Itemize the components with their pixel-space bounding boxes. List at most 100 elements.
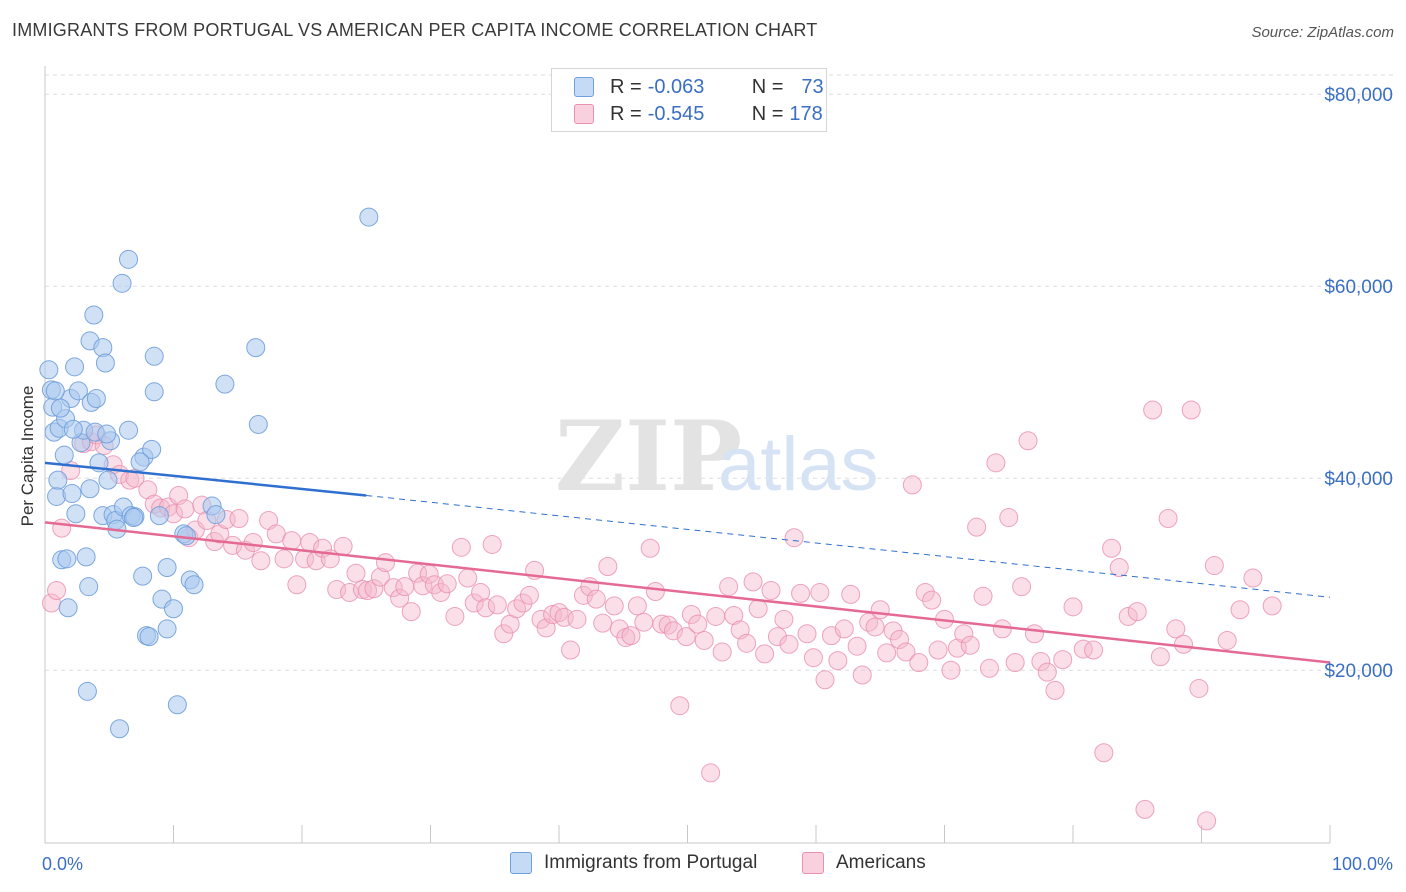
americans-point bbox=[593, 613, 613, 633]
watermark-atlas: atlas bbox=[718, 422, 879, 507]
americans-point bbox=[1024, 624, 1044, 644]
americans-point bbox=[1063, 597, 1083, 617]
legend-r-label: R = bbox=[610, 75, 642, 98]
americans-point bbox=[282, 531, 302, 551]
americans-point bbox=[999, 508, 1019, 528]
americans-point bbox=[779, 634, 799, 654]
portugal-point bbox=[112, 273, 132, 293]
americans-trend-line bbox=[44, 521, 1331, 664]
americans-point bbox=[979, 658, 999, 678]
americans-point bbox=[724, 605, 744, 625]
americans-point bbox=[797, 624, 817, 644]
portugal-point bbox=[359, 207, 379, 227]
legend-label-portugal: Immigrants from Portugal bbox=[544, 852, 758, 873]
americans-point bbox=[567, 609, 587, 629]
americans-point bbox=[327, 580, 347, 600]
americans-point bbox=[634, 612, 654, 632]
americans-point bbox=[1230, 600, 1250, 620]
americans-point bbox=[640, 538, 660, 558]
portugal-point bbox=[76, 547, 96, 567]
americans-point bbox=[451, 537, 471, 557]
portugal-point bbox=[84, 305, 104, 325]
americans-point bbox=[986, 453, 1006, 473]
legend-n-value: 178 bbox=[789, 102, 823, 125]
americans-point bbox=[1174, 634, 1194, 654]
americans-point bbox=[748, 599, 768, 619]
axes bbox=[44, 66, 1331, 844]
portugal-point bbox=[133, 566, 153, 586]
americans-point bbox=[598, 557, 618, 577]
portugal-point bbox=[68, 381, 88, 401]
series-legend: Immigrants from Portugal Americans bbox=[0, 852, 1406, 878]
x-tick-label: 100.0% bbox=[1332, 854, 1393, 874]
americans-point bbox=[755, 644, 775, 664]
legend-item-americans: Americans bbox=[802, 852, 926, 874]
americans-point bbox=[791, 583, 811, 603]
americans-point bbox=[834, 619, 854, 639]
legend-n-label: N = bbox=[751, 75, 784, 98]
americans-point bbox=[847, 636, 867, 656]
americans-point bbox=[561, 640, 581, 660]
americans-point bbox=[947, 638, 967, 658]
americans-point bbox=[458, 568, 478, 588]
americans-point bbox=[890, 629, 910, 649]
portugal-trend-line bbox=[44, 461, 367, 497]
portugal-point bbox=[63, 419, 83, 439]
americans-point bbox=[1166, 619, 1186, 639]
portugal-point bbox=[130, 452, 150, 472]
americans-point bbox=[1197, 811, 1217, 831]
y-tick-label: $80,000 bbox=[1324, 85, 1393, 106]
portugal-point bbox=[119, 249, 139, 269]
legend-item-portugal: Immigrants from Portugal bbox=[510, 852, 757, 874]
americans-point bbox=[652, 614, 672, 634]
americans-point bbox=[915, 582, 935, 602]
americans-point bbox=[52, 518, 72, 538]
americans-point bbox=[175, 499, 195, 519]
portugal-point bbox=[66, 504, 86, 524]
americans-point bbox=[1031, 652, 1051, 672]
portugal-point bbox=[144, 382, 164, 402]
americans-point bbox=[909, 653, 929, 673]
portugal-point bbox=[246, 338, 266, 358]
americans-point bbox=[476, 598, 496, 618]
americans-point bbox=[494, 624, 514, 644]
legend-row-americans: R = -0.545 N = 178 bbox=[574, 102, 823, 126]
americans-point bbox=[138, 480, 158, 500]
portugal-point bbox=[47, 486, 67, 506]
trend-lines bbox=[44, 461, 1331, 664]
americans-point bbox=[370, 567, 390, 587]
americans-point bbox=[1143, 400, 1163, 420]
portugal-point bbox=[57, 549, 77, 569]
portugal-point bbox=[58, 598, 78, 618]
americans-point bbox=[1073, 639, 1093, 659]
americans-point bbox=[1018, 431, 1038, 451]
americans-point bbox=[719, 577, 739, 597]
portugal-point bbox=[95, 353, 115, 373]
x-tick-labels: 0.0% 100.0% bbox=[42, 854, 1393, 874]
americans-point bbox=[223, 535, 243, 555]
portugal-point bbox=[167, 695, 187, 715]
americans-point bbox=[274, 549, 294, 569]
portugal-point bbox=[215, 374, 235, 394]
portugal-point bbox=[86, 389, 106, 409]
americans-point bbox=[688, 614, 708, 634]
americans-point bbox=[47, 581, 67, 601]
legend-swatch-americans bbox=[574, 104, 594, 124]
americans-point bbox=[841, 584, 861, 604]
portugal-point bbox=[54, 445, 74, 465]
portugal-point bbox=[157, 619, 177, 639]
americans-point bbox=[1045, 680, 1065, 700]
americans-point bbox=[210, 524, 230, 544]
americans-point bbox=[621, 626, 641, 646]
americans-point bbox=[877, 643, 897, 663]
americans-point bbox=[784, 528, 804, 548]
legend-label-americans: Americans bbox=[836, 852, 926, 873]
legend-swatch-portugal bbox=[510, 852, 532, 874]
americans-point bbox=[358, 581, 378, 601]
portugal-point bbox=[184, 575, 204, 595]
portugal-point bbox=[97, 424, 117, 444]
chart-title: IMMIGRANTS FROM PORTUGAL VS AMERICAN PER… bbox=[12, 20, 818, 40]
americans-point bbox=[627, 596, 647, 616]
americans-point bbox=[992, 619, 1012, 639]
portugal-trend-extension bbox=[366, 494, 1331, 598]
